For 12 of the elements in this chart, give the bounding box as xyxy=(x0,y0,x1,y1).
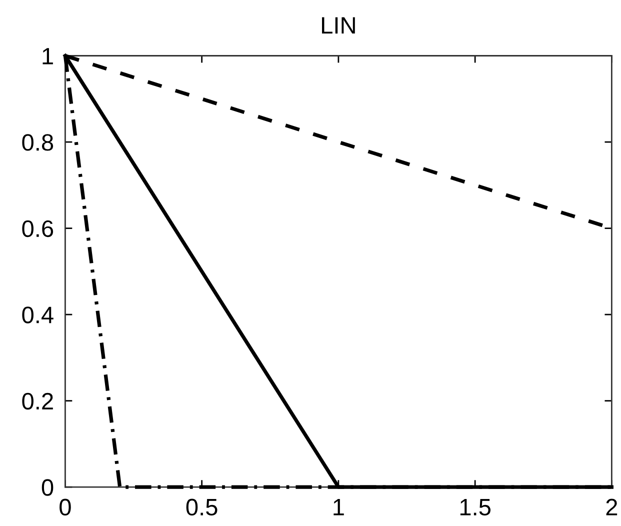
y-tick-label: 1 xyxy=(42,48,53,64)
y-tick-label: 0 xyxy=(42,479,54,496)
x-tick-label: 0 xyxy=(60,498,71,516)
y-tick-label: 0.6 xyxy=(22,220,54,238)
x-tick-label: 1 xyxy=(334,499,344,516)
chart-title: LIN xyxy=(322,17,355,34)
y-tick-label: 0.4 xyxy=(22,306,54,324)
y-tick-label: 0.2 xyxy=(22,392,53,410)
y-tick-label: 0.8 xyxy=(22,134,54,151)
x-tick-label: 2 xyxy=(606,498,618,516)
x-tick-label: 0.5 xyxy=(186,498,218,516)
x-tick-label: 1.5 xyxy=(460,499,490,516)
